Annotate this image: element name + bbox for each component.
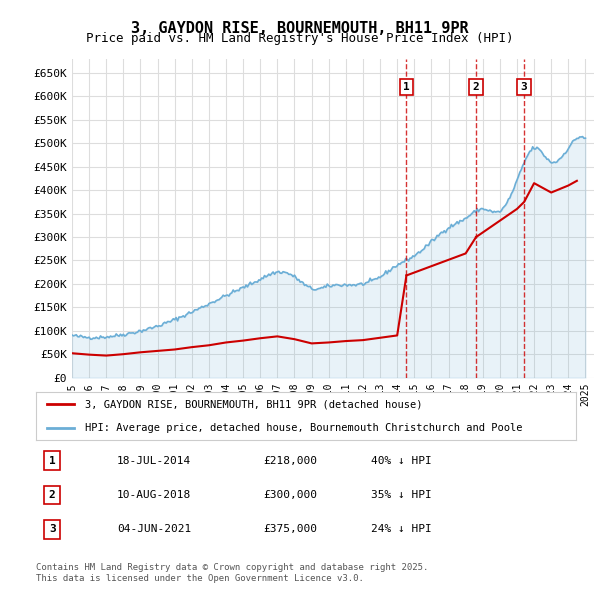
Text: £218,000: £218,000: [263, 456, 317, 466]
Text: 35% ↓ HPI: 35% ↓ HPI: [371, 490, 431, 500]
Text: 24% ↓ HPI: 24% ↓ HPI: [371, 524, 431, 534]
Text: 10-AUG-2018: 10-AUG-2018: [117, 490, 191, 500]
Text: 18-JUL-2014: 18-JUL-2014: [117, 456, 191, 466]
Text: £375,000: £375,000: [263, 524, 317, 534]
Text: 40% ↓ HPI: 40% ↓ HPI: [371, 456, 431, 466]
Text: 3: 3: [49, 524, 56, 534]
Text: HPI: Average price, detached house, Bournemouth Christchurch and Poole: HPI: Average price, detached house, Bour…: [85, 423, 522, 432]
Text: 3, GAYDON RISE, BOURNEMOUTH, BH11 9PR (detached house): 3, GAYDON RISE, BOURNEMOUTH, BH11 9PR (d…: [85, 399, 422, 409]
Text: Contains HM Land Registry data © Crown copyright and database right 2025.
This d: Contains HM Land Registry data © Crown c…: [36, 563, 428, 583]
Text: 1: 1: [49, 456, 56, 466]
Text: 2: 2: [49, 490, 56, 500]
Text: 2: 2: [473, 82, 479, 92]
Text: 3, GAYDON RISE, BOURNEMOUTH, BH11 9PR: 3, GAYDON RISE, BOURNEMOUTH, BH11 9PR: [131, 21, 469, 35]
Text: 1: 1: [403, 82, 410, 92]
Text: 3: 3: [521, 82, 527, 92]
Text: 04-JUN-2021: 04-JUN-2021: [117, 524, 191, 534]
Text: Price paid vs. HM Land Registry's House Price Index (HPI): Price paid vs. HM Land Registry's House …: [86, 32, 514, 45]
Text: £300,000: £300,000: [263, 490, 317, 500]
